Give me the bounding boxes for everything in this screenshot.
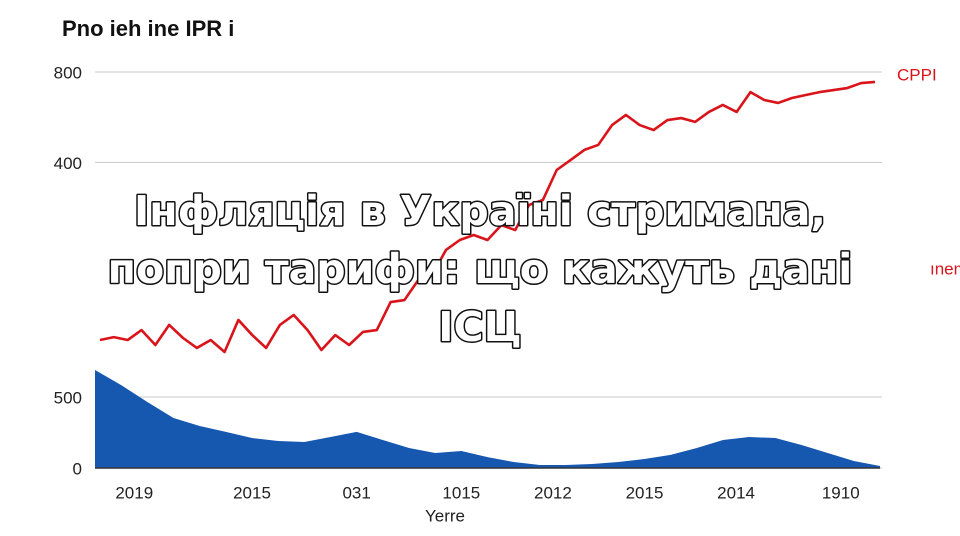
headline-line: попри тарифи: що кажуть дані <box>108 245 853 293</box>
x-tick-label: 2015 <box>233 483 271 502</box>
x-tick-label: 031 <box>342 483 370 502</box>
chart-title: Pno ieh ine IPR i <box>62 16 234 41</box>
y-tick-label: 400 <box>54 154 82 173</box>
series-label: CPPI <box>897 65 937 84</box>
x-axis-label: Yerre <box>425 506 465 525</box>
x-tick-label: 2012 <box>534 483 572 502</box>
y-tick-label: 0 <box>73 459 82 478</box>
x-tick-label: 1910 <box>822 483 860 502</box>
x-tick-label: 2019 <box>115 483 153 502</box>
plot: 400 800 CPPI 0 500 2019 2015 031 1015 2012 2015 201… <box>54 63 937 502</box>
headline-line: Інфляція в Україні стримана, <box>134 187 826 235</box>
x-tick-label: 1015 <box>442 483 480 502</box>
y-tick-label: 500 <box>54 388 82 407</box>
data-area <box>95 370 880 468</box>
data-line <box>99 80 876 354</box>
x-tick-label: 2015 <box>626 483 664 502</box>
headline-line: ІСЦ <box>438 303 521 351</box>
x-tick-label: 2014 <box>717 483 755 502</box>
annotation: ıneme <box>930 259 960 278</box>
y-tick-label: 800 <box>54 63 82 82</box>
